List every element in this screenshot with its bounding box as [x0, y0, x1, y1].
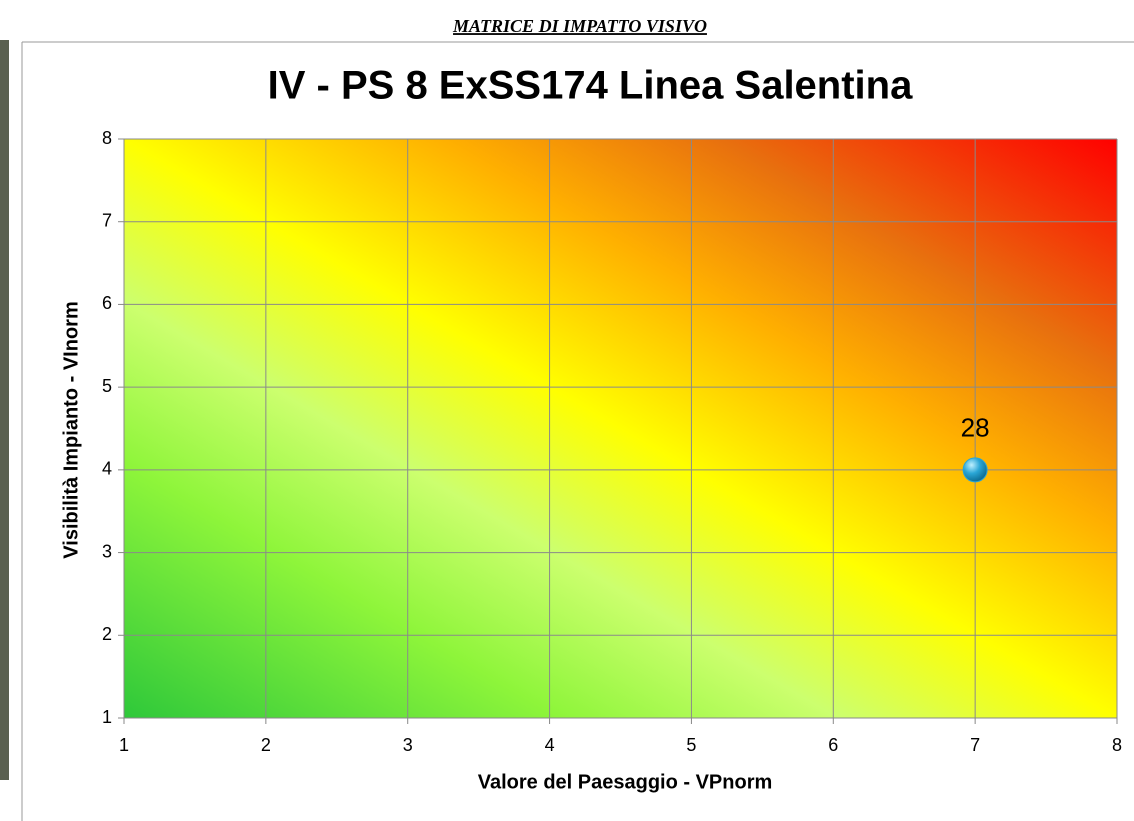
x-tick-label: 2 [261, 735, 271, 755]
x-tick-label: 1 [119, 735, 129, 755]
x-tick-label: 8 [1112, 735, 1122, 755]
y-axis-label: Visibilità Impianto - VInorm [60, 301, 82, 558]
y-tick-label: 2 [102, 624, 112, 644]
x-tick-label: 6 [828, 735, 838, 755]
y-tick-label: 6 [102, 293, 112, 313]
chart-title: IV - PS 8 ExSS174 Linea Salentina [268, 64, 913, 108]
x-tick-label: 5 [686, 735, 696, 755]
y-tick-label: 4 [102, 459, 112, 479]
y-tick-label: 7 [102, 210, 112, 230]
point [962, 457, 988, 483]
y-tick-label: 3 [102, 541, 112, 561]
x-tick-label: 7 [970, 735, 980, 755]
header: MATRICE DI IMPATTO VISIVO [452, 16, 707, 36]
data-label: 28 [961, 413, 990, 443]
plot-area [124, 139, 1117, 718]
x-tick-label: 3 [403, 735, 413, 755]
x-tick-label: 4 [545, 735, 555, 755]
y-tick-label: 5 [102, 376, 112, 396]
y-tick-label: 1 [102, 707, 112, 727]
x-axis-label: Valore del Paesaggio - VPnorm [478, 771, 773, 793]
y-tick-label: 8 [102, 128, 112, 148]
photo-strip [0, 40, 9, 780]
